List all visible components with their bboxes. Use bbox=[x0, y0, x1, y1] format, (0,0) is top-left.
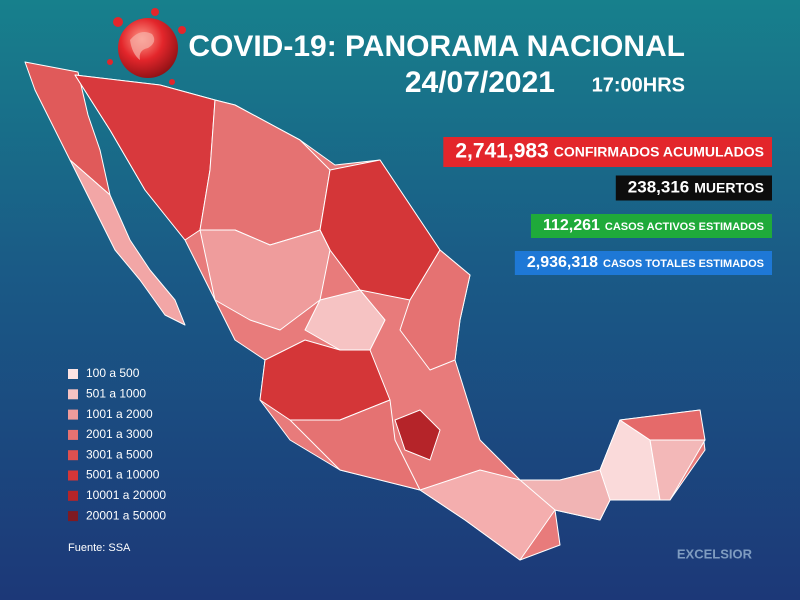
stat: CONFIRMADOS ACUMULADOS 2,741,983 bbox=[443, 137, 772, 167]
stat-label: CASOS TOTALES ESTIMADOS bbox=[603, 258, 764, 270]
stat: CASOS ACTIVOS ESTIMADOS 112,261 bbox=[530, 214, 772, 238]
legend-swatch bbox=[68, 369, 78, 379]
legend-label: 100 a 500 bbox=[86, 366, 140, 380]
source: Fuente: SSA bbox=[68, 542, 131, 554]
stat-label: CONFIRMADOS ACUMULADOS bbox=[554, 144, 764, 160]
legend-swatch bbox=[68, 490, 78, 501]
time: 17:00HRS bbox=[592, 74, 685, 96]
legend-swatch bbox=[68, 511, 78, 522]
map bbox=[24, 61, 706, 561]
date: 24/07/2021 bbox=[405, 66, 555, 99]
stat: MUERTOS 238,316 bbox=[615, 175, 772, 201]
legend-swatch bbox=[68, 450, 78, 461]
legend-label: 2001 a 3000 bbox=[86, 427, 153, 441]
stat-value: 238,316 bbox=[628, 177, 689, 196]
legend-swatch bbox=[68, 389, 78, 400]
legend-swatch bbox=[68, 409, 78, 420]
stat-value: 2,741,983 bbox=[455, 140, 548, 163]
stat-value: 2,936,318 bbox=[527, 254, 598, 271]
globe-icon bbox=[107, 8, 186, 85]
title: COVID-19: PANORAMA NACIONAL bbox=[188, 30, 685, 63]
legend-label: 20001 a 50000 bbox=[86, 508, 166, 522]
stat-box bbox=[443, 137, 772, 167]
stat-label: CASOS ACTIVOS ESTIMADOS bbox=[605, 221, 764, 233]
legend-label: 3001 a 5000 bbox=[86, 447, 153, 461]
stat-value: 112,261 bbox=[543, 217, 600, 234]
legend-label: 10001 a 20000 bbox=[86, 488, 166, 502]
brand: EXCELSIOR bbox=[677, 546, 753, 561]
stats: CONFIRMADOS ACUMULADOS 2,741,983 MUERTOS 23… bbox=[443, 137, 772, 275]
stat: CASOS TOTALES ESTIMADOS 2,936,318 bbox=[514, 251, 772, 275]
stat-box bbox=[530, 214, 772, 238]
legend-swatch bbox=[68, 470, 78, 481]
legend-label: 1001 a 2000 bbox=[86, 407, 153, 421]
legend-label: 5001 a 10000 bbox=[86, 468, 160, 482]
stat-label: MUERTOS bbox=[694, 180, 764, 196]
legend-label: 501 a 1000 bbox=[86, 386, 146, 400]
stat-box bbox=[615, 175, 772, 201]
stat-box bbox=[514, 251, 772, 275]
legend-swatch bbox=[68, 429, 78, 440]
legend: 100 a 500 501 a 1000 1001 a 2000 2001 a 300… bbox=[68, 366, 166, 522]
